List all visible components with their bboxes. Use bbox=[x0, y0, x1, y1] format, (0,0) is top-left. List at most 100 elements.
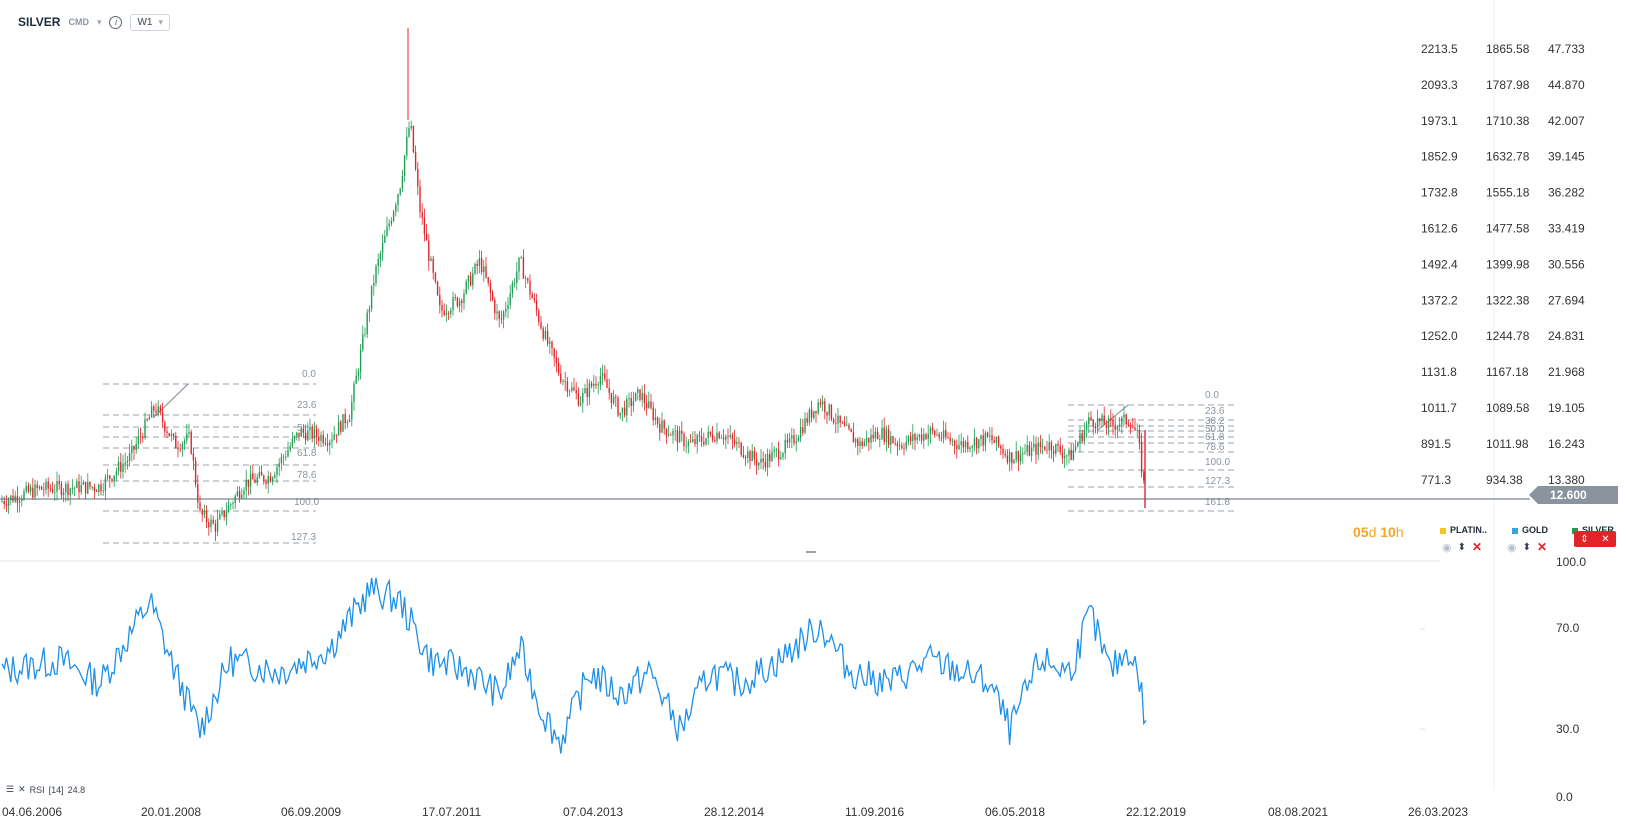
candle-body bbox=[142, 436, 144, 439]
reorder-icon[interactable]: ⬍ bbox=[1522, 541, 1531, 553]
candle-body bbox=[309, 426, 311, 431]
candle-body bbox=[159, 406, 162, 412]
candle-body bbox=[938, 434, 940, 438]
close-icon[interactable]: ✕ bbox=[18, 784, 26, 794]
candle-body bbox=[1048, 442, 1050, 451]
candle-body bbox=[518, 257, 520, 272]
candle-body bbox=[764, 461, 767, 468]
candle-body bbox=[56, 480, 58, 492]
info-icon[interactable]: i bbox=[109, 15, 123, 29]
fibonacci-retracement[interactable]: 0.023.6561.878.6100.0127.30.023.638.250.… bbox=[103, 369, 1236, 544]
candle-body bbox=[516, 271, 518, 283]
fib-label: 127.3 bbox=[1205, 476, 1230, 487]
candle-body bbox=[696, 435, 698, 445]
candle-body bbox=[311, 426, 313, 439]
candle-body bbox=[742, 455, 745, 458]
candle-body bbox=[1143, 472, 1145, 481]
candle-body bbox=[953, 440, 956, 446]
candle-body bbox=[146, 419, 148, 421]
candle-body bbox=[271, 477, 274, 482]
candle-body bbox=[102, 490, 104, 492]
candle-body bbox=[1081, 433, 1083, 442]
candle-body bbox=[111, 478, 113, 481]
timeframe-select[interactable]: W1 ▾ bbox=[130, 13, 171, 31]
candle-body bbox=[1094, 426, 1097, 429]
candle-body bbox=[45, 481, 47, 490]
candle-body bbox=[986, 432, 989, 437]
candle-body bbox=[780, 457, 782, 460]
candle-body bbox=[1059, 445, 1061, 453]
candle-body bbox=[243, 490, 245, 495]
price-tick-label: 1710.38 bbox=[1486, 114, 1530, 128]
candle-body bbox=[150, 406, 153, 418]
candle-body bbox=[122, 463, 124, 472]
candle-body bbox=[377, 259, 379, 267]
legend-gold[interactable]: GOLD bbox=[1512, 525, 1548, 535]
panel-resize-handle[interactable] bbox=[806, 551, 816, 553]
list-icon[interactable]: ☰ bbox=[6, 784, 15, 794]
symbol-name[interactable]: SILVER bbox=[18, 15, 61, 29]
fib-label: 161.8 bbox=[1205, 497, 1230, 508]
fib-label: 100.0 bbox=[1205, 457, 1230, 468]
candle-body bbox=[1114, 425, 1116, 430]
candle-body bbox=[863, 441, 866, 447]
candle-body bbox=[113, 475, 115, 481]
caret-down-icon[interactable]: ▾ bbox=[96, 16, 102, 27]
candle-body bbox=[29, 487, 32, 492]
legend-platinum[interactable]: PLATIN.. bbox=[1440, 525, 1487, 535]
candle-body bbox=[421, 212, 423, 218]
candle-body bbox=[918, 434, 921, 438]
candle-body bbox=[681, 430, 683, 434]
price-tick-label: 44.870 bbox=[1548, 78, 1585, 92]
fib-label: 78.6 bbox=[1205, 442, 1225, 453]
candle-body bbox=[557, 362, 560, 374]
candle-body bbox=[417, 169, 419, 187]
candle-body bbox=[795, 441, 797, 444]
rsi-indicator-label[interactable]: ☰ ✕ RSI [14] 24.8 bbox=[6, 784, 85, 795]
candle-body bbox=[749, 451, 751, 462]
silver-active-controls[interactable]: ⇕ ✕ bbox=[1574, 531, 1616, 547]
timer-days: 05 bbox=[1353, 524, 1369, 540]
price-tick-label: 1011.7 bbox=[1421, 401, 1457, 415]
candle-body bbox=[879, 439, 881, 440]
candle-body bbox=[978, 439, 980, 449]
reorder-icon[interactable]: ⇕ bbox=[1580, 533, 1589, 545]
candle-body bbox=[34, 484, 36, 498]
eye-icon[interactable]: ◉ bbox=[1442, 541, 1452, 554]
candle-body bbox=[590, 383, 593, 387]
price-tick-label: 2093.3 bbox=[1421, 78, 1458, 92]
candle-body bbox=[474, 263, 476, 274]
reorder-icon[interactable]: ⬍ bbox=[1457, 541, 1466, 553]
candle-body bbox=[487, 277, 489, 283]
candle-body bbox=[25, 485, 27, 492]
candle-body bbox=[89, 481, 91, 487]
candle-body bbox=[652, 407, 654, 421]
close-icon[interactable]: ✕ bbox=[1472, 540, 1483, 554]
candle-body bbox=[1127, 423, 1130, 425]
close-icon[interactable]: ✕ bbox=[1537, 540, 1548, 554]
candle-body bbox=[626, 399, 628, 416]
close-icon[interactable]: ✕ bbox=[1601, 533, 1610, 545]
rsi-axis: 100.0 70.0 30.0 0.0 bbox=[1420, 555, 1586, 804]
candle-body bbox=[436, 281, 439, 295]
candle-body bbox=[703, 441, 705, 445]
candle-body bbox=[637, 389, 639, 393]
candle-body bbox=[887, 429, 890, 445]
eye-icon[interactable]: ◉ bbox=[1507, 541, 1517, 554]
candle-body bbox=[183, 440, 186, 444]
timer-days-unit: d bbox=[1368, 524, 1377, 540]
candle-body bbox=[1085, 424, 1088, 431]
legend-silver[interactable]: SILVER bbox=[1572, 525, 1614, 535]
candle-body bbox=[531, 294, 533, 299]
candle-body bbox=[945, 430, 947, 438]
candle-body bbox=[923, 434, 925, 441]
candle-body bbox=[423, 217, 426, 235]
candle-body bbox=[1011, 452, 1013, 464]
gold-controls: ◉ ⬍ ✕ bbox=[1507, 540, 1547, 554]
candle-body bbox=[1079, 433, 1081, 444]
candle-body bbox=[87, 481, 89, 494]
candle-body bbox=[876, 431, 879, 440]
candle-body bbox=[736, 442, 738, 444]
candle-body bbox=[969, 447, 971, 450]
